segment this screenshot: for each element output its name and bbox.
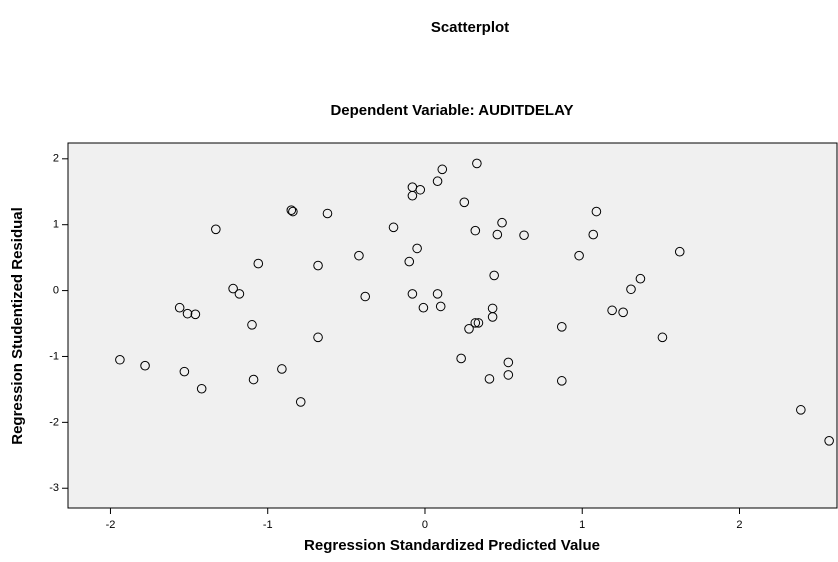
x-tick-label: 1 xyxy=(579,519,585,531)
data-point xyxy=(247,320,257,330)
data-point xyxy=(472,158,482,169)
data-point xyxy=(574,250,584,261)
data-point xyxy=(437,164,448,175)
data-point xyxy=(464,323,474,334)
data-point xyxy=(607,305,617,316)
data-point xyxy=(140,360,150,371)
data-point xyxy=(432,289,443,299)
data-point xyxy=(174,302,185,313)
x-tick-label: -2 xyxy=(106,519,116,531)
data-point xyxy=(407,190,418,201)
y-tick-label: 2 xyxy=(53,153,59,165)
data-point xyxy=(487,303,498,314)
data-point xyxy=(556,322,567,332)
data-point xyxy=(519,230,529,241)
data-point xyxy=(182,308,193,319)
y-tick-label: -3 xyxy=(49,482,59,494)
data-point xyxy=(456,353,466,364)
chart-subtitle: Dependent Variable: AUDITDELAY xyxy=(330,102,573,119)
data-point xyxy=(635,273,646,284)
data-point xyxy=(674,246,685,257)
x-axis-label: Regression Standardized Predicted Value xyxy=(304,537,600,554)
data-point xyxy=(211,224,221,235)
x-tick-label: 0 xyxy=(422,519,428,531)
data-point xyxy=(234,289,245,299)
data-point xyxy=(432,176,443,187)
y-tick-label: 0 xyxy=(53,284,59,296)
data-point xyxy=(288,206,298,217)
y-tick-label: 1 xyxy=(53,219,59,231)
data-point xyxy=(190,309,201,320)
data-point xyxy=(473,318,484,328)
data-point xyxy=(313,260,323,271)
data-point xyxy=(588,229,599,240)
data-point xyxy=(253,258,264,269)
data-point xyxy=(796,405,806,415)
data-point xyxy=(196,383,207,394)
data-point xyxy=(503,357,514,368)
data-point xyxy=(418,302,429,313)
plot-area xyxy=(67,142,838,509)
data-point xyxy=(497,217,507,228)
data-point xyxy=(179,366,190,377)
data-point xyxy=(286,205,297,216)
data-point xyxy=(115,354,125,365)
data-point xyxy=(354,250,364,261)
data-point xyxy=(470,225,481,236)
y-axis-label: Regression Studentized Residual xyxy=(9,207,26,445)
data-point xyxy=(407,289,418,299)
data-point xyxy=(228,283,238,294)
data-point xyxy=(388,222,399,233)
data-point xyxy=(415,184,426,195)
data-point xyxy=(489,270,499,281)
data-point xyxy=(404,256,415,267)
data-point xyxy=(435,301,446,312)
data-point xyxy=(470,318,481,328)
data-point xyxy=(412,243,422,254)
data-point xyxy=(618,307,628,318)
data-point xyxy=(277,364,287,374)
data-point xyxy=(824,435,834,446)
data-point xyxy=(484,374,495,384)
data-point xyxy=(492,229,503,240)
data-point xyxy=(313,332,323,343)
data-point xyxy=(322,208,333,219)
data-point xyxy=(503,370,514,380)
y-tick-label: -2 xyxy=(49,416,59,428)
data-point xyxy=(295,397,306,407)
data-point xyxy=(556,376,567,386)
data-point xyxy=(657,332,668,343)
data-point xyxy=(360,291,371,302)
x-tick-label: 2 xyxy=(736,519,742,531)
data-point xyxy=(459,197,470,208)
chart-title: Scatterplot xyxy=(431,19,509,36)
data-point xyxy=(591,206,602,217)
x-tick-label: -1 xyxy=(263,519,273,531)
data-point xyxy=(626,284,636,295)
y-tick-label: -1 xyxy=(49,350,59,362)
data-point xyxy=(248,374,259,385)
